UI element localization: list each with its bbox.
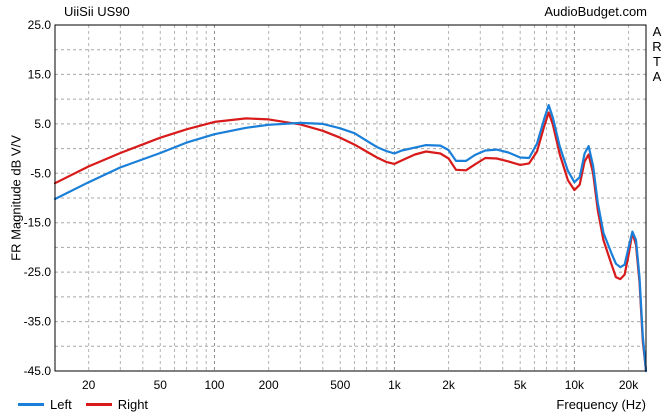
x-tick-label: 500 (330, 378, 350, 392)
grid (55, 25, 646, 371)
plot-border (54, 24, 647, 372)
y-axis-label: FR Magnitude dB V/V (8, 135, 24, 261)
legend: Left Right (18, 397, 162, 412)
legend-item-right: Right (85, 397, 149, 412)
y-tick-labels: 25.0 15.0 5.0 -5.0 -15.0 -25.0 -35.0 -45.0 (24, 18, 52, 378)
y-tick-label: 15.0 (28, 67, 52, 81)
y-tick-label: -45.0 (24, 364, 52, 378)
y-tick-label: -25.0 (24, 265, 52, 279)
x-tick-label: 10k (565, 378, 585, 392)
x-tick-label: 2k (442, 378, 456, 392)
x-tick-label: 50 (154, 378, 168, 392)
software-letter: T (653, 54, 661, 69)
software-label: A R T A (650, 24, 664, 84)
x-tick-label: 20 (82, 378, 96, 392)
software-letter: A (652, 24, 662, 39)
series-line-right (53, 111, 648, 373)
y-tick-label: -35.0 (24, 315, 52, 329)
brand-label: AudioBudget.com (544, 4, 647, 19)
y-tick-label: 25.0 (28, 18, 52, 32)
x-tick-label: 20k (619, 378, 639, 392)
legend-label-right: Right (117, 397, 149, 412)
y-tick-label: 5.0 (34, 117, 51, 131)
legend-swatch-right (85, 403, 112, 406)
legend-item-left: Left (18, 397, 72, 412)
x-tick-label: 100 (204, 378, 224, 392)
chart-title: UiiSii US90 (64, 4, 130, 19)
series-lines (53, 104, 648, 373)
software-letter: R (652, 39, 662, 54)
x-tick-labels: 20 50 100 200 500 1k 2k 5k 10k 20k (82, 378, 639, 392)
software-letter: A (652, 69, 662, 84)
legend-label-left: Left (50, 397, 72, 412)
y-tick-label: -15.0 (24, 216, 52, 230)
x-tick-label: 5k (514, 378, 528, 392)
series-line-left (53, 104, 648, 373)
x-tick-label: 1k (388, 378, 402, 392)
legend-swatch-left (18, 403, 44, 406)
y-tick-label: -5.0 (30, 166, 51, 180)
x-axis-label: Frequency (Hz) (556, 397, 646, 412)
x-tick-label: 200 (259, 378, 279, 392)
